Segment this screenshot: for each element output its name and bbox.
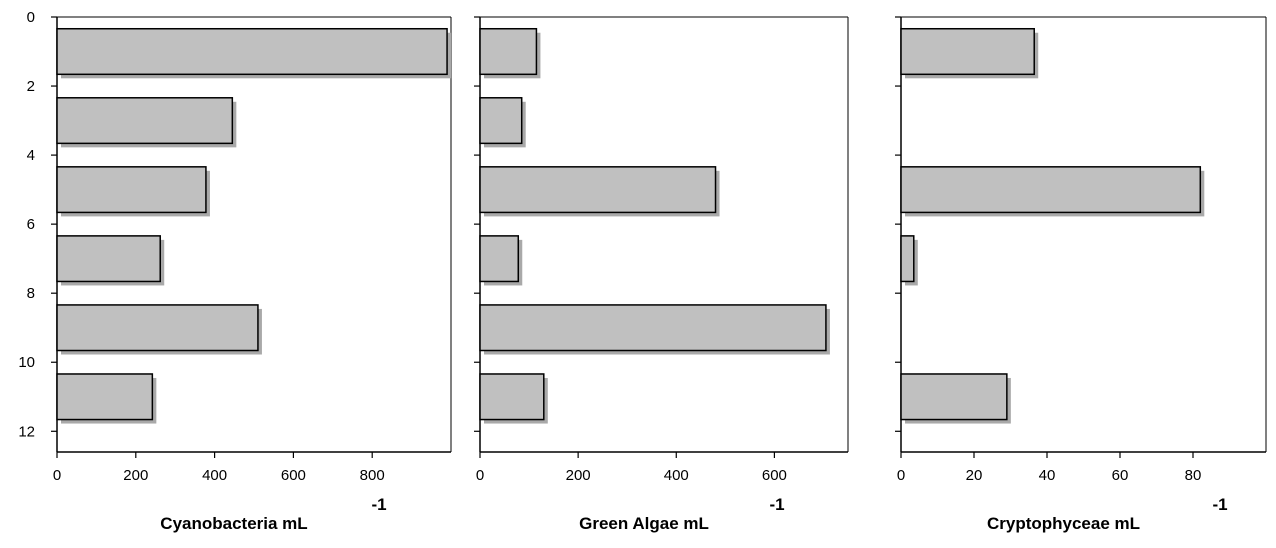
panel-2-x-axis-title-superscript: -1 <box>769 495 784 514</box>
panel-2-bar <box>479 97 523 145</box>
panel-3-x-tick-label: 0 <box>897 467 905 484</box>
panel-3-bar <box>900 235 915 283</box>
panel-1-bar <box>56 27 448 76</box>
panel-1-bar <box>56 235 161 283</box>
panel-1-y-tick-label: 0 <box>27 9 35 26</box>
panel-3-x-tick-label: 80 <box>1185 467 1202 484</box>
panel-1-bar <box>56 373 154 421</box>
panel-1-x-tick-label: 400 <box>202 467 227 484</box>
panel-1-x-tick-label: 200 <box>123 467 148 484</box>
panel-2-bar <box>479 304 827 352</box>
panel-1-y-tick-label: 8 <box>27 285 35 302</box>
panel-1-bar <box>56 304 259 352</box>
panel-2-bar <box>479 235 520 283</box>
panel-1-x-axis-title: Cyanobacteria mL <box>160 514 307 533</box>
panel-2-bar <box>479 27 538 76</box>
panel-3-x-axis-title: Cryptophyceae mL <box>987 514 1140 533</box>
panel-1-y-tick-label: 10 <box>18 354 35 371</box>
panel-1-y-tick-label: 6 <box>27 216 35 233</box>
panel-3-x-tick-label: 40 <box>1039 467 1056 484</box>
panel-2-x-tick-label: 200 <box>566 467 591 484</box>
panel-1-x-axis-title-superscript: -1 <box>371 495 386 514</box>
panel-2-x-axis-title: Green Algae mL <box>579 514 709 533</box>
panel-3-bar <box>900 27 1035 76</box>
panel-1-y-tick-label: 12 <box>18 423 35 440</box>
panel-2-x-tick-label: 400 <box>664 467 689 484</box>
panel-1-x-tick-label: 800 <box>360 467 385 484</box>
panel-1-x-tick-label: 600 <box>281 467 306 484</box>
panel-2-bar <box>479 166 717 214</box>
panel-3-bar <box>900 373 1008 421</box>
panel-3-bar <box>900 166 1202 214</box>
panel-2-x-tick-label: 0 <box>476 467 484 484</box>
panel-1-bar <box>56 166 207 214</box>
panel-3-x-tick-label: 20 <box>966 467 983 484</box>
panel-3-x-axis-title-superscript: -1 <box>1212 495 1227 514</box>
panel-2-bar <box>479 373 545 421</box>
panel-1-y-tick-label: 2 <box>27 78 35 95</box>
panel-1-x-tick-label: 0 <box>53 467 61 484</box>
panel-1-bar <box>56 97 234 145</box>
panel-1-y-tick-label: 4 <box>27 147 35 164</box>
panel-2-x-tick-label: 600 <box>762 467 787 484</box>
panel-3-x-tick-label: 60 <box>1112 467 1129 484</box>
